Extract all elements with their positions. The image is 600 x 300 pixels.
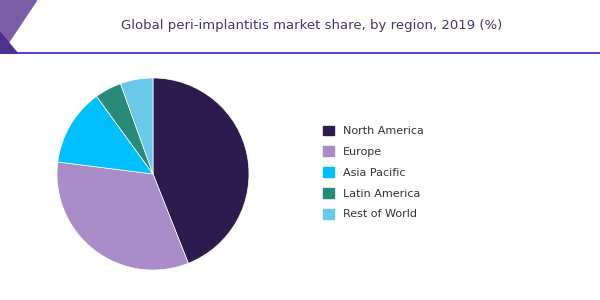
Wedge shape	[121, 78, 153, 174]
Polygon shape	[0, 0, 36, 54]
Wedge shape	[97, 84, 153, 174]
Wedge shape	[57, 162, 188, 270]
Text: Global peri-implantitis market share, by region, 2019 (%): Global peri-implantitis market share, by…	[121, 20, 503, 32]
Wedge shape	[58, 96, 153, 174]
Wedge shape	[153, 78, 249, 263]
Polygon shape	[0, 32, 18, 54]
Legend: North America, Europe, Asia Pacific, Latin America, Rest of World: North America, Europe, Asia Pacific, Lat…	[320, 122, 427, 223]
